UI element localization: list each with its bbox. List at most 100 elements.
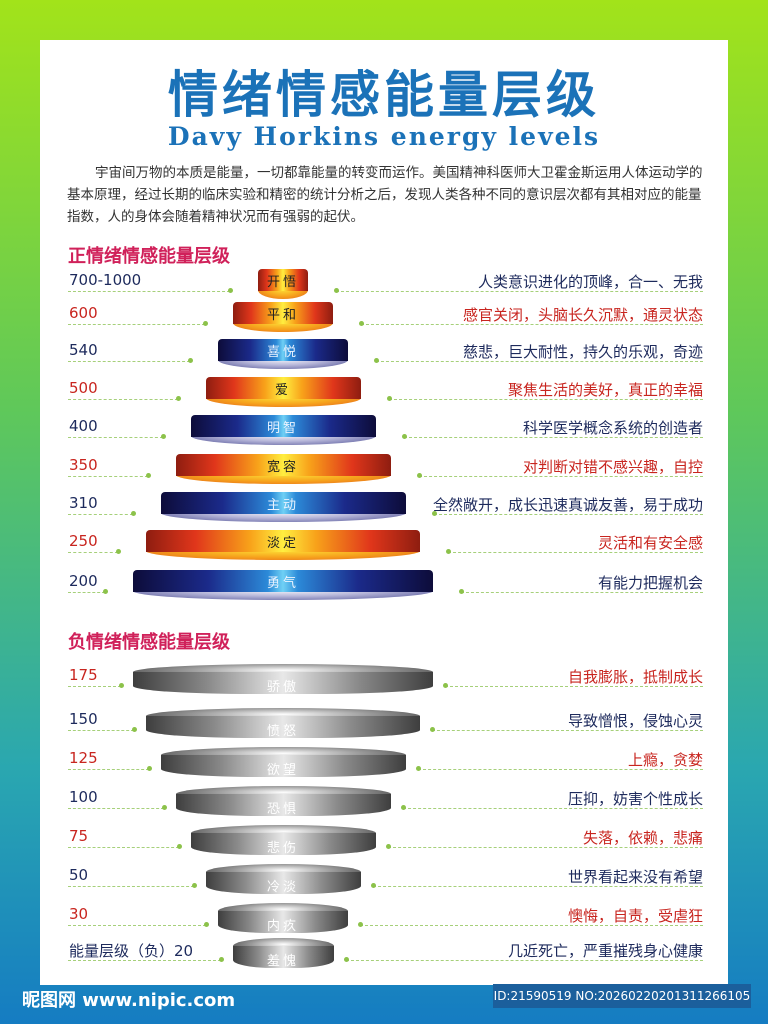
emotion-label: 内疚 xyxy=(266,919,299,934)
dashed-leader xyxy=(448,552,703,553)
dashed-leader xyxy=(68,399,178,400)
leader-dot xyxy=(446,549,451,554)
leader-dot xyxy=(459,589,464,594)
energy-level-value: 125 xyxy=(69,749,98,767)
level-description: 自我膨胀，抵制成长 xyxy=(567,668,703,686)
level-row: 250 淡定 灵活和有安全感 xyxy=(0,530,768,560)
dashed-leader xyxy=(68,886,194,887)
emotion-label: 平和 xyxy=(266,308,299,323)
leader-dot xyxy=(132,727,137,732)
leader-dot xyxy=(343,957,349,962)
dashed-leader xyxy=(68,437,163,438)
emotion-label: 勇气 xyxy=(266,576,299,591)
leader-dot xyxy=(431,511,437,516)
leader-dot xyxy=(443,683,448,688)
dashed-leader xyxy=(68,592,105,593)
level-description: 几近死亡，严重摧残身心健康 xyxy=(507,942,703,960)
dashed-leader xyxy=(461,592,703,593)
level-row: 500 爱 聚焦生活的美好，真正的幸福 xyxy=(0,377,768,407)
leader-dot xyxy=(161,805,167,810)
leader-dot xyxy=(145,473,151,478)
dashed-leader xyxy=(68,925,206,926)
dashed-leader xyxy=(417,769,703,770)
energy-level-value: 600 xyxy=(69,304,98,322)
emotion-label: 主动 xyxy=(266,498,299,513)
leader-dot xyxy=(160,434,166,439)
level-description: 压抑，妨害个性成长 xyxy=(567,790,703,808)
energy-level-value: 200 xyxy=(69,572,98,590)
dashed-leader xyxy=(433,514,703,515)
leader-dot xyxy=(401,434,407,439)
leader-dot xyxy=(116,549,121,554)
level-description: 懊悔，自责，受虐狂 xyxy=(567,907,703,925)
emotion-label: 欲望 xyxy=(266,763,299,778)
emotion-label: 宽容 xyxy=(266,460,299,475)
leader-dot xyxy=(119,683,124,688)
level-disc: 愤怒 xyxy=(146,708,420,739)
level-disc: 开悟 xyxy=(258,269,308,299)
page-title: 情绪情感能量层级 xyxy=(168,66,600,124)
emotion-label: 喜悦 xyxy=(266,345,299,360)
leader-dot xyxy=(386,396,392,401)
level-description: 失落，依赖，悲痛 xyxy=(582,829,703,847)
dashed-leader xyxy=(336,291,703,292)
level-description: 感官关闭，头脑长久沉默，通灵状态 xyxy=(462,306,703,324)
dashed-leader xyxy=(432,730,703,731)
dashed-leader xyxy=(68,476,148,477)
leader-dot xyxy=(204,922,209,927)
level-row: 50 冷淡 世界看起来没有希望 xyxy=(0,864,768,895)
level-row: 30 内疚 懊悔，自责，受虐狂 xyxy=(0,903,768,934)
level-disc: 明智 xyxy=(190,415,376,445)
level-row: 175 骄傲 自我膨胀，抵制成长 xyxy=(0,664,768,695)
leader-dot xyxy=(385,844,391,849)
level-description: 聚焦生活的美好，真正的幸福 xyxy=(507,381,703,399)
level-description: 世界看起来没有希望 xyxy=(567,868,703,886)
leader-dot xyxy=(175,396,181,401)
level-description: 科学医学概念系统的创造者 xyxy=(522,419,703,437)
level-disc: 爱 xyxy=(205,377,361,407)
energy-level-value: 540 xyxy=(69,341,98,359)
dashed-leader xyxy=(372,886,703,887)
level-description: 全然敞开，成长迅速真诚友善，易于成功 xyxy=(432,496,703,514)
emotion-label: 冷淡 xyxy=(266,880,299,895)
level-disc: 勇气 xyxy=(133,570,433,600)
level-row: 125 欲望 上瘾，贪婪 xyxy=(0,747,768,778)
leader-dot xyxy=(176,844,182,849)
page-subtitle: Davy Horkins energy levels xyxy=(167,122,601,151)
energy-level-value: 500 xyxy=(69,379,98,397)
level-row: 能量层级（负）20 羞愧 几近死亡，严重摧残身心健康 xyxy=(0,938,768,969)
energy-level-value: 50 xyxy=(69,866,89,884)
dashed-leader xyxy=(376,361,703,362)
leader-dot xyxy=(374,358,379,363)
leader-dot xyxy=(415,766,421,771)
level-description: 慈悲，巨大耐性，持久的乐观，奇迹 xyxy=(462,343,703,361)
dashed-leader xyxy=(345,960,703,961)
leader-dot xyxy=(188,358,193,363)
leader-dot xyxy=(203,321,208,326)
energy-level-value: 400 xyxy=(69,417,98,435)
leader-dot xyxy=(218,957,224,962)
emotion-label: 爱 xyxy=(274,383,291,398)
dashed-leader xyxy=(68,960,221,961)
energy-level-value: 310 xyxy=(69,494,98,512)
level-row: 540 喜悦 慈悲，巨大耐性，持久的乐观，奇迹 xyxy=(0,339,768,369)
level-disc: 羞愧 xyxy=(232,938,334,969)
leader-dot xyxy=(359,321,364,326)
leader-dot xyxy=(430,727,435,732)
leader-dot xyxy=(334,288,339,293)
dashed-leader xyxy=(68,361,190,362)
energy-level-value: 350 xyxy=(69,456,98,474)
energy-level-value: 75 xyxy=(69,827,89,845)
negative-heading: 负情绪情感能量层级 xyxy=(68,632,230,653)
intro-paragraph: 宇宙间万物的本质是能量，一切都靠能量的转变而运作。美国精神科医师大卫霍金斯运用人… xyxy=(67,165,703,225)
positive-heading: 正情绪情感能量层级 xyxy=(68,246,230,267)
level-row: 350 宽容 对判断对错不感兴趣，自控 xyxy=(0,454,768,484)
emotion-label: 淡定 xyxy=(266,536,299,551)
level-disc: 欲望 xyxy=(160,747,406,778)
leader-dot xyxy=(400,805,406,810)
emotion-label: 骄傲 xyxy=(266,680,299,695)
dashed-leader xyxy=(68,808,164,809)
level-disc: 悲伤 xyxy=(190,825,376,856)
emotion-label: 明智 xyxy=(266,421,299,436)
dashed-leader xyxy=(68,730,134,731)
